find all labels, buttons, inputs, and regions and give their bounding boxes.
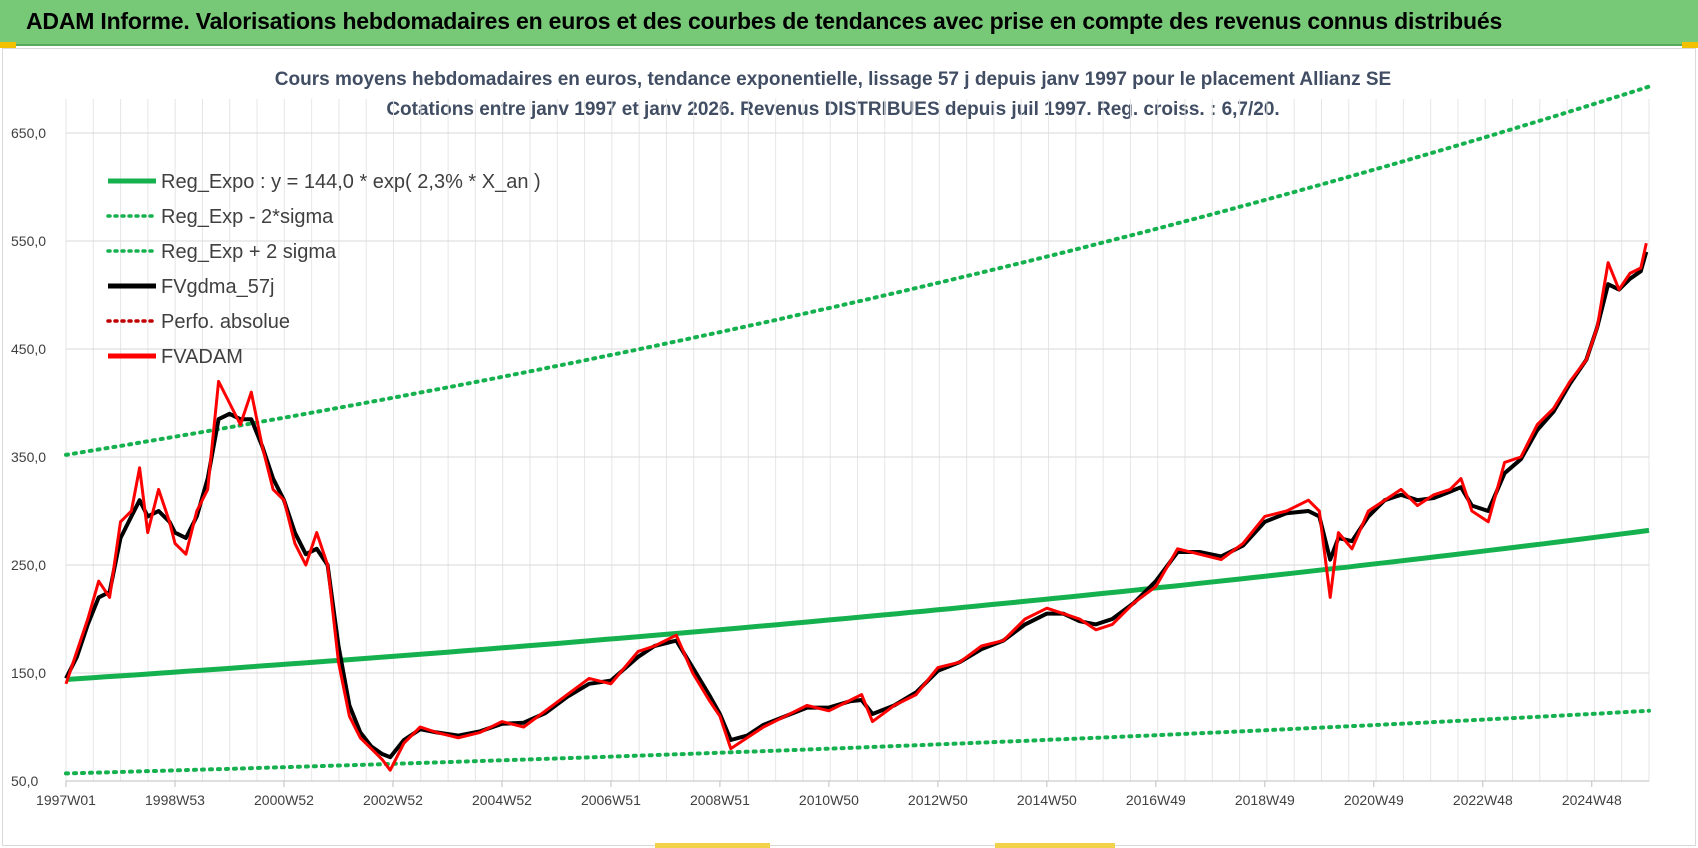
y-tick-label: 650,0	[11, 125, 46, 141]
x-tick-label: 2012W50	[908, 792, 968, 808]
x-tick-label: 2000W52	[254, 792, 314, 808]
x-tick-label: 2014W50	[1017, 792, 1077, 808]
legend-label: FVgdma_57j	[161, 276, 274, 298]
x-tick-label: 1998W53	[145, 792, 205, 808]
y-tick-label: 450,0	[11, 341, 46, 357]
banner-title: ADAM Informe. Valorisations hebdomadaire…	[26, 8, 1503, 34]
x-tick-label: 2022W48	[1453, 792, 1513, 808]
legend-label: Perfo. absolue	[161, 311, 290, 333]
y-tick-label: 250,0	[11, 557, 46, 573]
y-tick-label: 50,0	[11, 773, 38, 789]
fvgdma-line	[64, 251, 1649, 760]
y-tick-label: 150,0	[11, 665, 46, 681]
x-tick-label: 2016W49	[1126, 792, 1186, 808]
x-tick-label: 2006W51	[581, 792, 641, 808]
legend-label: Reg_Expo : y = 144,0 * exp( 2,3% * X_an …	[161, 171, 541, 193]
legend-label: FVADAM	[161, 346, 243, 368]
series-group	[64, 84, 1651, 776]
corner-marker-left	[0, 42, 16, 48]
x-tick-label: 2008W51	[690, 792, 750, 808]
x-tick-label: 2004W52	[472, 792, 532, 808]
title-banner: ADAM Informe. Valorisations hebdomadaire…	[0, 0, 1698, 46]
bottom-marker	[995, 843, 1115, 848]
x-tick-label: 2024W48	[1562, 792, 1622, 808]
corner-marker-right	[1682, 42, 1698, 48]
upper-band-line	[64, 84, 1651, 457]
x-axis: 1997W01 1998W53 2000W52 2002W52 2004W52 2006W…	[36, 792, 1622, 808]
legend: Reg_Expo : y = 144,0 * exp( 2,3% * X_an …	[106, 171, 541, 368]
gridlines	[65, 99, 1650, 787]
chart-title: Cours moyens hebdomadaires en euros, ten…	[275, 69, 1391, 90]
x-tick-label: 2020W49	[1344, 792, 1404, 808]
y-tick-label: 550,0	[11, 233, 46, 249]
x-tick-label: 2010W50	[799, 792, 859, 808]
y-axis: 50,0 150,0 250,0 350,0 450,0 550,0 650,0	[11, 125, 46, 789]
trend-line	[65, 527, 1650, 682]
chart-area: Cours moyens hebdomadaires en euros, ten…	[2, 48, 1696, 846]
lower-band-line	[64, 708, 1651, 776]
x-tick-label: 2002W52	[363, 792, 423, 808]
y-tick-label: 350,0	[11, 449, 46, 465]
x-tick-label: 1997W01	[36, 792, 96, 808]
chart-svg: Cours moyens hebdomadaires en euros, ten…	[11, 69, 1651, 808]
x-tick-label: 2018W49	[1235, 792, 1295, 808]
legend-label: Reg_Exp - 2*sigma	[161, 206, 334, 228]
bottom-marker	[655, 843, 770, 848]
fvadam-line	[64, 242, 1648, 772]
chart-subtitle: Cotations entre janv 1997 et janv 2026. …	[386, 99, 1279, 120]
legend-label: Reg_Exp + 2 sigma	[161, 241, 337, 263]
